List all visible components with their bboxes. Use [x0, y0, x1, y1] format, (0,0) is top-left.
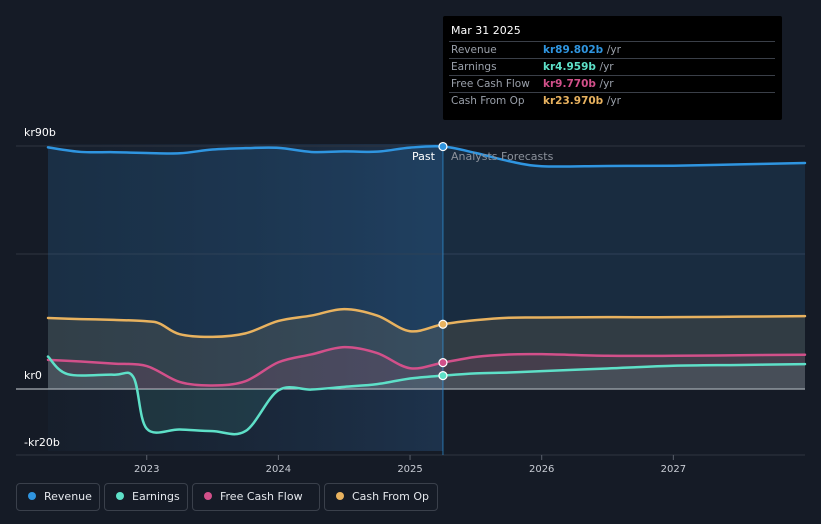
tooltip-label: Cash From Op: [451, 95, 525, 107]
free-cash-flow-area: [48, 347, 805, 389]
x-tick-label: 2023: [134, 464, 159, 475]
x-tick-label: 2027: [661, 464, 686, 475]
tooltip-label: Revenue: [451, 44, 497, 56]
free-cash-flow-dot-icon: [204, 492, 212, 500]
revenue-dot-icon: [28, 492, 36, 500]
tooltip-row-earnings: Earnings kr4.959b /yr: [449, 58, 775, 76]
tooltip-row-cash-from-op: Cash From Op kr23.970b /yr: [449, 92, 775, 110]
earnings-line: [46, 355, 807, 436]
tooltip-row-revenue: Revenue kr89.802b /yr: [449, 41, 775, 59]
legend-label: Cash From Op: [352, 490, 430, 503]
legend-label: Earnings: [132, 490, 180, 503]
tooltip-row-free-cash-flow: Free Cash Flow kr9.770b /yr: [449, 75, 775, 93]
tooltip-value: kr89.802b /yr: [543, 44, 621, 56]
earnings-marker[interactable]: [438, 371, 448, 381]
legend-label: Revenue: [44, 490, 92, 503]
tooltip-panel: Mar 31 2025 Revenue kr89.802b /yr Earnin…: [443, 16, 782, 120]
earnings-area: [48, 356, 805, 435]
y-tick-label: kr0: [24, 369, 42, 382]
cash-from-op-line: [46, 307, 807, 339]
past-label: Past: [412, 150, 436, 163]
cash-from-op-dot-icon: [336, 492, 344, 500]
tooltip-label: Earnings: [451, 61, 497, 73]
x-tick-label: 2024: [266, 464, 291, 475]
tooltip-value: kr23.970b /yr: [543, 95, 621, 107]
revenue-area: [48, 146, 805, 389]
y-tick-label: -kr20b: [24, 436, 60, 449]
x-tick-label: 2025: [397, 464, 422, 475]
revenue-marker[interactable]: [438, 141, 448, 152]
past-region-shade: [48, 144, 443, 451]
tooltip-date: Mar 31 2025: [451, 24, 521, 37]
legend-item-earnings[interactable]: Earnings: [104, 483, 188, 511]
y-tick-label: kr90b: [24, 126, 56, 139]
legend-item-cash-from-op[interactable]: Cash From Op: [324, 483, 438, 511]
legend-item-revenue[interactable]: Revenue: [16, 483, 100, 511]
tooltip-value: kr9.770b /yr: [543, 78, 614, 90]
legend-item-free-cash-flow[interactable]: Free Cash Flow: [192, 483, 320, 511]
x-tick-label: 2026: [529, 464, 554, 475]
free-cash-flow-line: [46, 345, 807, 387]
tooltip-label: Free Cash Flow: [451, 78, 530, 90]
earnings-dot-icon: [116, 492, 124, 500]
forecast-label: Analysts Forecasts: [451, 150, 554, 163]
cash-from-op-marker[interactable]: [438, 319, 448, 329]
legend-label: Free Cash Flow: [220, 490, 303, 503]
revenue-line: [46, 144, 807, 168]
tooltip-value: kr4.959b /yr: [543, 61, 614, 73]
free-cash-flow-marker[interactable]: [438, 358, 448, 368]
